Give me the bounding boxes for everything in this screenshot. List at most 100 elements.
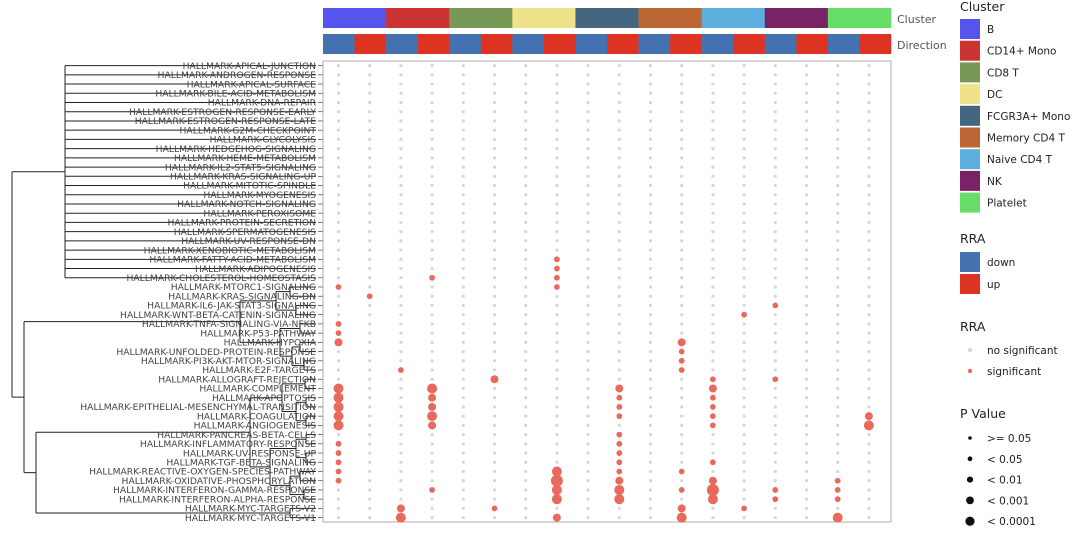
nonsignificant-dot [524,497,528,501]
nonsignificant-dot [555,110,559,114]
nonsignificant-dot [399,276,403,280]
nonsignificant-dot [492,340,497,344]
nonsignificant-dot [617,128,621,132]
nonsignificant-dot [555,239,559,243]
nonsignificant-dot [524,479,528,483]
cluster-swatch [960,62,980,83]
nonsignificant-dot [867,266,871,271]
significant-dot [616,450,623,456]
nonsignificant-dot [742,469,746,474]
row-label: HALLMARK-EPITHELIAL-MESENCHYMAL-TRANSITI… [80,402,316,413]
nonsignificant-dot [492,349,497,354]
nonsignificant-dot [368,285,372,289]
nonsignificant-dot [399,469,403,474]
significant-label: significant [987,366,1041,378]
nonsignificant-dot [711,239,715,243]
significant-dot [772,302,779,309]
nonsignificant-dot [430,479,434,483]
nonsignificant-dot [836,423,840,427]
row-label: HALLMARK-ADIPOGENESIS [195,264,316,275]
significant-dot [710,376,716,383]
nonsignificant-dot [804,497,809,501]
nonsignificant-dot [680,377,684,381]
nonsignificant-dot [492,405,497,409]
nonsignificant-dot [555,386,559,391]
nonsignificant-dot [430,110,434,114]
nonsignificant-dot [399,423,403,427]
cluster-legend-label: FCGR3A+ Mono [987,111,1070,123]
nonsignificant-dot [461,239,465,243]
nonsignificant-dot [399,91,403,95]
nonsignificant-dot [773,220,777,225]
nonsignificant-dot [430,128,434,132]
nonsignificant-dot [399,202,403,206]
nonsignificant-dot [867,276,871,280]
nonsignificant-dot [555,340,559,344]
nonsignificant-dot [368,516,372,520]
nonsignificant-dot [524,128,528,132]
nonsignificant-dot [368,469,372,474]
nonsignificant-dot [867,479,871,483]
nonsignificant-dot [399,405,403,409]
nonsignificant-dot [773,433,777,437]
nonsignificant-dot [680,442,684,446]
nonsignificant-dot [867,377,871,381]
nonsignificant-dot [368,497,372,501]
row-label: HALLMARK-MYC-TARGETS-V1 [185,513,316,524]
cluster-legend-label: Memory CD4 T [987,133,1065,145]
nonsignificant-dot [836,313,840,317]
nonsignificant-dot [461,460,465,464]
nonsignificant-dot [586,165,590,169]
nonsignificant-dot [524,396,528,400]
nonsignificant-dot [524,174,528,178]
rra-up-label: up [987,279,1001,291]
nonsignificant-dot [680,220,684,225]
nonsignificant-dot [648,266,653,271]
cluster-bar [512,8,576,28]
nonsignificant-dot [368,506,372,510]
nonsignificant-dot [836,230,840,234]
nonsignificant-dot [742,423,746,427]
nonsignificant-dot [617,506,621,510]
nonsignificant-dot [586,359,590,363]
nonsignificant-dot [430,257,434,261]
nonsignificant-dot [586,110,590,114]
significant-dot [616,440,623,447]
nonsignificant-dot [867,91,871,95]
nonsignificant-dot [368,257,372,261]
nonsignificant-dot [555,174,559,178]
nonsignificant-dot [648,285,653,289]
nonsignificant-dot [804,442,809,446]
nonsignificant-dot [368,377,372,381]
nonsignificant-dot [492,285,497,289]
nonsignificant-dot [524,488,528,492]
nonsignificant-dot [711,516,715,520]
nonsignificant-dot [461,322,465,326]
nonsignificant-dot [742,368,746,372]
nonsignificant-dot [430,165,434,169]
nonsignificant-dot [461,414,465,418]
nonsignificant-dot [836,64,840,68]
row-label: HALLMARK-E2F-TARGETS [202,365,316,376]
nonsignificant-dot [617,423,621,427]
nonsignificant-dot [368,266,372,271]
nonsignificant-dot [773,239,777,243]
nonsignificant-dot [867,239,871,243]
nonsignificant-dot [804,313,809,317]
nonsignificant-dot [711,303,715,308]
nonsignificant-dot [430,91,434,95]
nonsignificant-dot [742,276,746,280]
nonsignificant-dot [617,100,621,105]
nonsignificant-dot [461,64,465,68]
nonsignificant-dot [867,119,871,123]
nonsignificant-dot [461,193,465,197]
cluster-legend-label: Naive CD4 T [987,154,1053,166]
nonsignificant-dot [742,516,746,520]
nonsignificant-dot [336,230,341,234]
nonsignificant-dot [742,211,746,215]
nonsignificant-dot [368,276,372,280]
nonsignificant-dot [648,433,653,437]
nonsignificant-dot [648,377,653,381]
nonsignificant-dot [617,359,621,363]
nonsignificant-dot [711,128,715,132]
